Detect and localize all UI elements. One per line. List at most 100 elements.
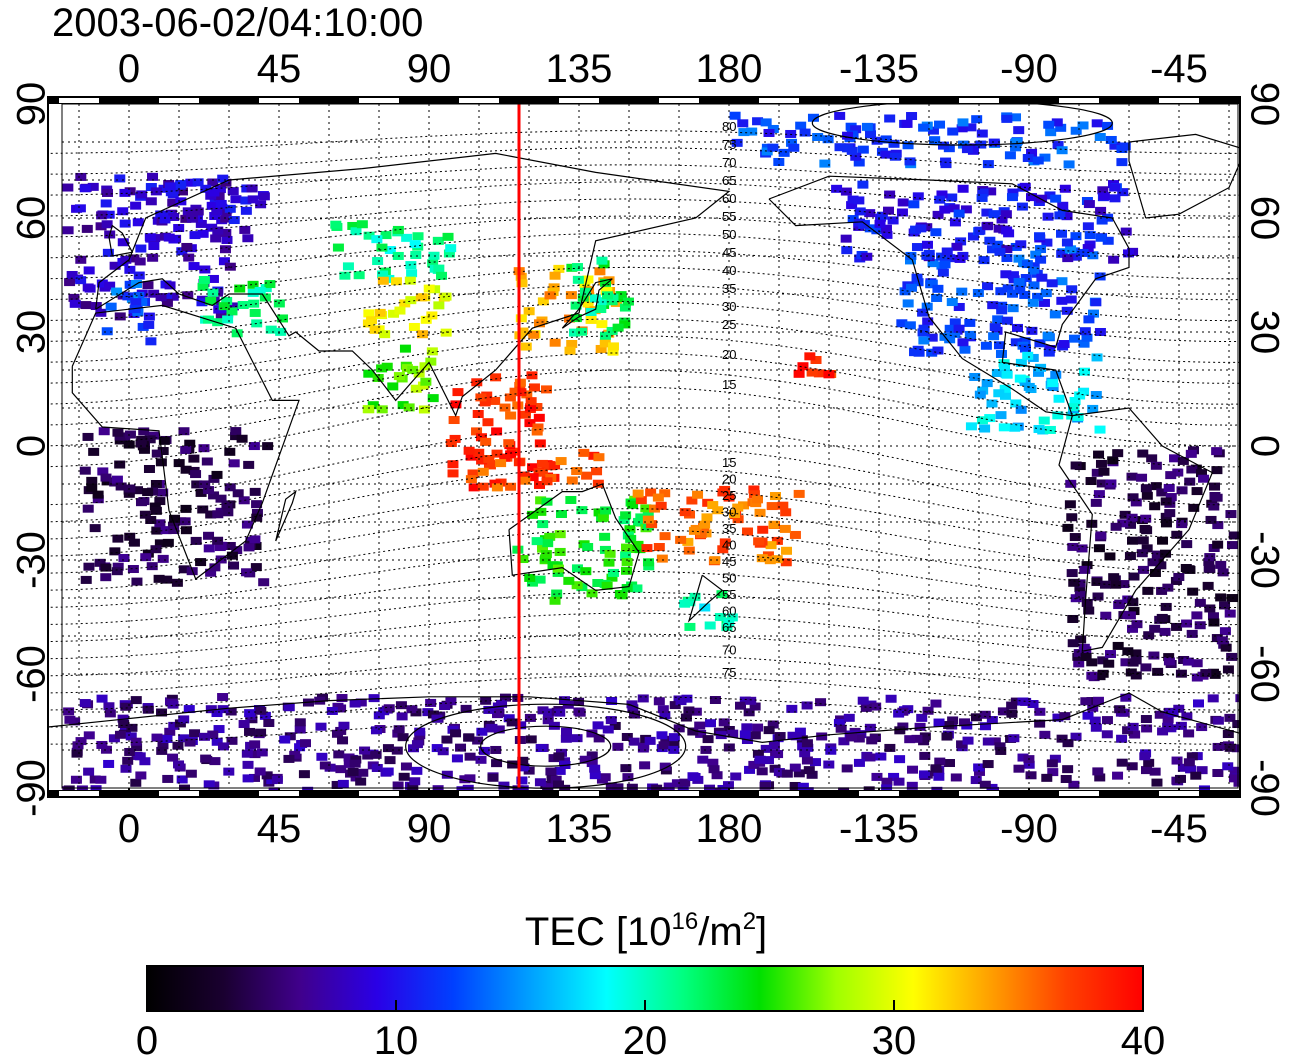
tec-cell xyxy=(979,710,991,719)
tec-cell xyxy=(289,750,301,759)
tec-cell xyxy=(943,721,955,730)
tec-cell xyxy=(157,447,169,456)
tec-cell xyxy=(343,753,355,762)
tec-cell xyxy=(729,111,741,120)
tec-cell xyxy=(1086,658,1098,667)
tec-cell xyxy=(1163,657,1175,666)
tec-cell xyxy=(973,763,985,772)
tec-cell xyxy=(496,699,508,708)
right-latitude-label: -30 xyxy=(1242,531,1286,589)
tec-cell xyxy=(427,259,439,268)
tec-cell xyxy=(857,180,869,189)
tec-cell xyxy=(393,372,405,381)
tec-cell xyxy=(103,210,115,219)
tec-cell xyxy=(1098,467,1110,476)
contour-label-south: 35 xyxy=(722,521,736,536)
tec-cell xyxy=(723,493,735,502)
tec-cell xyxy=(1126,472,1138,481)
magnetic-latitude-contour xyxy=(48,386,1240,468)
tec-cell xyxy=(436,271,448,280)
axis-ruler-bar xyxy=(48,790,1240,797)
tec-cell xyxy=(407,365,419,374)
tec-cell xyxy=(1072,413,1084,422)
tec-cell xyxy=(644,736,656,745)
tec-cell xyxy=(342,262,354,271)
tec-cell xyxy=(1082,222,1094,231)
tec-cell xyxy=(120,255,132,264)
tec-cell xyxy=(169,514,181,523)
tec-cell xyxy=(207,288,219,297)
tec-cell xyxy=(537,520,549,529)
tec-cell xyxy=(749,702,761,711)
bottom-longitude-label: -135 xyxy=(839,807,919,851)
tec-cell xyxy=(1205,515,1217,524)
tec-cell xyxy=(1001,245,1013,254)
tec-cell xyxy=(1120,658,1132,667)
tec-cell xyxy=(418,405,430,414)
tec-cell xyxy=(1177,763,1189,772)
tec-cell xyxy=(1157,727,1169,736)
tec-cell xyxy=(1028,266,1040,275)
tec-cell xyxy=(180,526,192,535)
tec-cell xyxy=(991,368,1003,377)
tec-cell xyxy=(1141,724,1153,733)
tec-cell xyxy=(363,309,375,318)
tec-cell xyxy=(201,457,213,466)
tec-cell xyxy=(1164,509,1176,518)
tec-cell xyxy=(606,573,618,582)
tec-cell xyxy=(1083,200,1095,209)
tec-cell xyxy=(475,433,487,442)
tec-cell xyxy=(531,537,543,546)
tec-cell xyxy=(585,307,597,316)
tec-cell xyxy=(994,247,1006,256)
tec-cell xyxy=(1181,712,1193,721)
tec-cell xyxy=(1231,744,1240,753)
tec-cell xyxy=(1004,151,1016,160)
tec-cell xyxy=(974,226,986,235)
tec-cell xyxy=(326,706,338,715)
tec-cell xyxy=(395,701,407,710)
tec-cell xyxy=(332,243,344,252)
tec-cell xyxy=(936,190,948,199)
tec-cell xyxy=(515,721,527,730)
contour-label-north: 55 xyxy=(722,209,736,224)
tec-cell xyxy=(1107,456,1119,465)
tec-cell xyxy=(769,492,781,501)
tec-cell xyxy=(516,776,528,785)
tec-cell xyxy=(995,411,1007,420)
tec-cell xyxy=(347,221,359,230)
tec-cell xyxy=(1026,193,1038,202)
tec-cell xyxy=(1175,721,1187,730)
ruler-gap xyxy=(959,98,999,103)
tec-cell xyxy=(532,423,544,432)
tec-cell xyxy=(230,427,242,436)
tec-cell xyxy=(258,192,270,201)
tec-cell xyxy=(742,527,754,536)
tec-cell xyxy=(210,234,222,243)
tec-cell xyxy=(493,725,505,734)
tec-cell xyxy=(1035,245,1047,254)
tec-cell xyxy=(382,767,394,776)
tec-cell xyxy=(120,764,132,773)
tec-cell xyxy=(1027,298,1039,307)
tec-cell xyxy=(349,759,361,768)
tec-cell xyxy=(475,393,487,402)
tec-cell xyxy=(191,480,203,489)
tec-cell xyxy=(988,210,1000,219)
colorbar-tick-label: 10 xyxy=(374,1019,419,1057)
tec-cell xyxy=(75,255,87,264)
tec-cell xyxy=(695,530,707,539)
tec-cell xyxy=(409,777,421,786)
tec-cell xyxy=(178,715,190,724)
tec-cell xyxy=(124,280,136,289)
tec-cell xyxy=(904,735,916,744)
tec-cell xyxy=(145,515,157,524)
tec-cell xyxy=(251,513,263,522)
tec-cell xyxy=(1082,711,1094,720)
tec-cell xyxy=(66,270,78,279)
tec-cell xyxy=(571,734,583,743)
tec-cell xyxy=(363,369,375,378)
tec-cell xyxy=(986,399,998,408)
tec-cell xyxy=(708,765,720,774)
antarctica-coast xyxy=(48,692,1240,744)
